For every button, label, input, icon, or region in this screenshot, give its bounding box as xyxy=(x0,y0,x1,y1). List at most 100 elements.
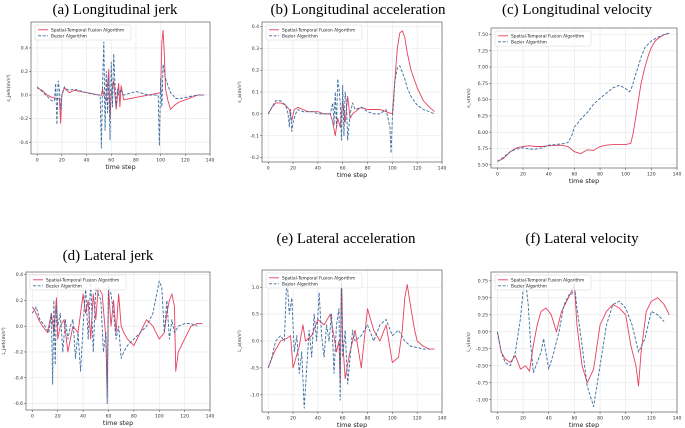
x-tick-label: 120 xyxy=(180,414,189,420)
plot-frame xyxy=(261,21,443,163)
x-axis-label: time step xyxy=(103,419,133,427)
y-tick-label: -0.5 xyxy=(250,365,259,371)
legend-label-spatial-temporal: Spatial-Temporal Fusion Algorithm xyxy=(46,277,119,283)
y-axis-label: L_jerk(m/s³) xyxy=(1,327,7,355)
series-line-bezier xyxy=(36,41,204,149)
y-tick-label: 6.00 xyxy=(478,130,488,136)
x-tick-label: 40 xyxy=(84,158,90,164)
y-tick-label: 0.4 xyxy=(252,24,259,30)
legend-label-bezier: Bezier Algorithm xyxy=(46,283,82,289)
x-tick-label: 100 xyxy=(388,166,397,172)
chart-title: (b) Longitudinal acceleration xyxy=(271,2,446,18)
x-tick-label: 100 xyxy=(621,172,630,178)
x-tick-label: 100 xyxy=(155,414,164,420)
legend-label-spatial-temporal: Spatial-Temporal Fusion Algorithm xyxy=(282,275,355,281)
x-tick-label: 140 xyxy=(673,416,682,422)
series-line-spatial-temporal xyxy=(36,29,204,124)
x-tick-label: 80 xyxy=(133,158,139,164)
legend-box xyxy=(265,272,363,289)
x-tick-label: 80 xyxy=(365,166,371,172)
y-axis-label: s_a(m/s²) xyxy=(237,81,243,103)
series-line-bezier xyxy=(31,280,198,404)
plot-frame xyxy=(25,271,211,411)
x-tick-label: 100 xyxy=(388,416,397,422)
y-tick-label: 1.0 xyxy=(252,285,259,291)
x-axis-label: time step xyxy=(337,421,367,428)
x-tick-label: 20 xyxy=(55,414,61,420)
plot-frame xyxy=(30,21,211,155)
chart-panel-2: (b) Longitudinal acceleration -0.2 -0.1 0.0… xyxy=(237,2,446,179)
x-tick-label: 140 xyxy=(673,172,682,178)
x-tick-label: 0 xyxy=(267,416,270,422)
x-tick-label: 140 xyxy=(438,416,447,422)
y-tick-label: 0.50 xyxy=(478,295,488,301)
legend-label-spatial-temporal: Spatial-Temporal Fusion Algorithm xyxy=(282,27,355,33)
y-tick-label: 0.0 xyxy=(252,111,259,117)
legend-box xyxy=(494,274,592,291)
x-tick-label: 40 xyxy=(315,416,321,422)
chart-panel-3: (c) Longitudinal velocity 5.50 5.75 6.00 6.2… xyxy=(466,2,681,185)
y-tick-label: -0.4 xyxy=(19,140,28,146)
y-tick-label: 0.0 xyxy=(252,339,259,345)
chart-panel-1: (a) Longitudinal jerk -0.4 -0.2 0.0 0.2 0.4 0 2… xyxy=(6,2,214,171)
y-tick-label: -0.25 xyxy=(476,346,488,352)
y-tick-label: 6.25 xyxy=(478,114,488,120)
legend-box xyxy=(34,24,132,41)
y-tick-label: -0.2 xyxy=(14,350,23,356)
y-tick-label: -1.00 xyxy=(476,397,488,403)
legend-box xyxy=(265,24,363,41)
x-tick-label: 80 xyxy=(365,416,371,422)
y-tick-label: 0.0 xyxy=(16,324,23,330)
y-tick-label: 7.50 xyxy=(478,32,488,38)
y-tick-label: -0.2 xyxy=(19,116,28,122)
series-line-spatial-temporal xyxy=(31,287,203,398)
x-tick-label: 140 xyxy=(206,158,215,164)
series-line-bezier xyxy=(496,280,665,408)
x-tick-label: 60 xyxy=(108,158,114,164)
plot-frame xyxy=(261,269,443,413)
x-tick-label: 40 xyxy=(546,416,552,422)
x-tick-label: 60 xyxy=(571,416,577,422)
y-tick-label: 7.00 xyxy=(478,65,488,71)
legend-label-spatial-temporal: Spatial-Temporal Fusion Algorithm xyxy=(511,33,584,39)
plot-frame xyxy=(490,271,678,413)
legend-label-spatial-temporal: Spatial-Temporal Fusion Algorithm xyxy=(51,27,124,33)
series-line-spatial-temporal xyxy=(496,283,670,387)
y-axis-label: s_v(m/s) xyxy=(466,88,472,108)
y-tick-label: 6.50 xyxy=(478,97,488,103)
x-tick-label: 120 xyxy=(647,172,656,178)
x-tick-label: 80 xyxy=(597,172,603,178)
x-tick-label: 120 xyxy=(413,166,422,172)
y-tick-label: -0.50 xyxy=(476,363,488,369)
y-tick-label: 0.2 xyxy=(252,68,259,74)
y-tick-label: 5.75 xyxy=(478,146,488,152)
chart-title: (e) Lateral acceleration xyxy=(276,231,416,247)
y-axis-label: s_jerk(m/s³) xyxy=(6,74,12,101)
x-tick-label: 0 xyxy=(496,172,499,178)
x-tick-label: 120 xyxy=(181,158,190,164)
x-tick-label: 60 xyxy=(340,416,346,422)
x-tick-label: 60 xyxy=(106,414,112,420)
y-tick-label: -0.2 xyxy=(250,155,259,161)
series-line-spatial-temporal xyxy=(497,32,670,162)
y-tick-label: 0.2 xyxy=(16,298,23,304)
x-tick-label: 0 xyxy=(36,158,39,164)
y-tick-label: 0.25 xyxy=(478,312,488,318)
series-line-bezier xyxy=(267,276,430,409)
x-tick-label: 80 xyxy=(597,416,603,422)
x-tick-label: 140 xyxy=(438,166,447,172)
x-tick-label: 60 xyxy=(340,166,346,172)
y-tick-label: -0.75 xyxy=(476,380,488,386)
x-tick-label: 100 xyxy=(156,158,165,164)
chart-panel-4: (d) Lateral jerk -0.6 -0.4 -0.2 0.0 0.2 0.4 0 20… xyxy=(1,248,214,427)
legend-label-bezier: Bezier Algorithm xyxy=(282,281,318,287)
y-tick-label: 0.2 xyxy=(21,69,28,75)
y-tick-label: 6.75 xyxy=(478,81,488,87)
chart-title: (c) Longitudinal velocity xyxy=(502,2,652,18)
y-tick-label: 0.00 xyxy=(478,329,488,335)
chart-panel-5: (e) Lateral acceleration -1.0 -0.5 0.0 0.5 1.… xyxy=(237,231,446,428)
chart-title: (d) Lateral jerk xyxy=(63,248,154,264)
y-tick-label: 0.4 xyxy=(21,46,28,52)
x-tick-label: 140 xyxy=(206,414,215,420)
chart-title: (f) Lateral velocity xyxy=(525,231,639,247)
